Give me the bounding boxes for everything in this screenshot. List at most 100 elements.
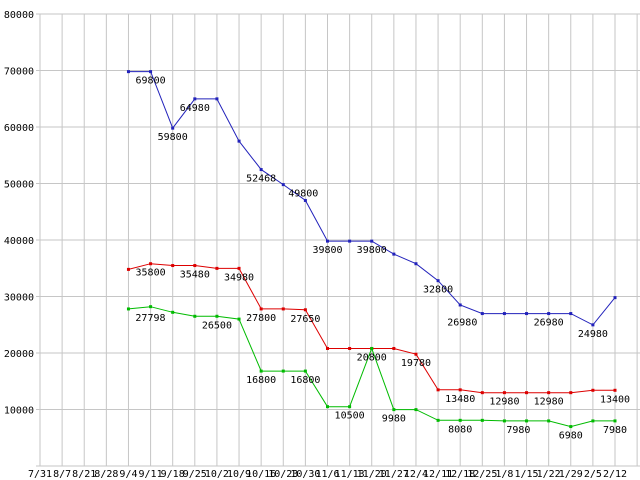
x-axis-tick-label: 11/13 (335, 469, 365, 480)
data-label: 64980 (180, 103, 210, 114)
x-axis-tick-label: 1/8 (495, 469, 513, 480)
price-series-blue-point (193, 97, 197, 101)
data-label: 16800 (290, 375, 320, 386)
price-series-red-point (436, 388, 440, 392)
y-axis-tick-label: 40000 (4, 236, 34, 247)
x-axis-tick-label: 9/4 (119, 469, 137, 480)
y-axis-tick-label: 50000 (4, 180, 34, 191)
y-axis-tick-label: 10000 (4, 406, 34, 417)
price-series-red-point (547, 391, 551, 395)
price-series-green-point (259, 369, 263, 373)
x-axis-tick-label: 1/22 (537, 469, 561, 480)
x-axis-tick-label: 10/9 (227, 469, 251, 480)
data-label: 24980 (578, 329, 608, 340)
price-series-red-point (392, 346, 396, 350)
price-series-red-point (281, 307, 285, 311)
price-series-blue-point (569, 312, 573, 316)
y-axis-tick-label: 20000 (4, 349, 34, 360)
price-series-red-point (613, 388, 617, 392)
data-label: 12980 (489, 397, 519, 408)
price-series-red-point (414, 352, 418, 356)
price-series-green-point (348, 405, 352, 409)
price-series-blue-point (613, 296, 617, 300)
price-series-green-point (414, 408, 418, 412)
data-label: 34980 (224, 272, 254, 283)
data-label: 26980 (447, 318, 477, 329)
x-axis-tick-label: 12/4 (404, 469, 428, 480)
data-label: 27798 (135, 313, 165, 324)
data-label: 8080 (448, 424, 472, 435)
data-label: 19780 (401, 358, 431, 369)
data-label: 32800 (423, 285, 453, 296)
price-series-blue-point (126, 70, 130, 74)
data-label: 69800 (136, 76, 166, 87)
y-axis-tick-label: 80000 (4, 10, 34, 21)
price-series-green-point (237, 317, 241, 321)
price-series-red-point (480, 391, 484, 395)
price-series-red-point (569, 391, 573, 395)
price-series-blue-point (149, 70, 153, 74)
price-series-green-point (281, 369, 285, 373)
price-series-red-point (591, 388, 595, 392)
x-axis-tick-label: 12/18 (445, 469, 475, 480)
data-label: 16800 (246, 375, 276, 386)
price-series-blue-point (480, 312, 484, 316)
x-axis-tick-label: 2/5 (584, 469, 602, 480)
y-axis-tick-label: 30000 (4, 293, 34, 304)
price-series-red-point (502, 391, 506, 395)
price-series-red-point (149, 262, 153, 266)
price-series-blue-point (458, 303, 462, 307)
price-series-blue-point (171, 126, 175, 130)
data-label: 35480 (180, 270, 210, 281)
data-label: 26500 (202, 320, 232, 331)
x-axis-tick-label: 9/25 (183, 469, 207, 480)
data-label: 7980 (603, 425, 627, 436)
x-axis-tick-label: 2/12 (603, 469, 627, 480)
data-label: 49800 (288, 189, 318, 200)
price-series-blue-point (436, 279, 440, 283)
x-axis-tick-label: 10/30 (290, 469, 320, 480)
price-series-green-point (547, 419, 551, 423)
price-series-blue-point (348, 239, 352, 243)
data-label: 27800 (246, 313, 276, 324)
data-label: 13400 (600, 394, 630, 405)
x-axis-tick-label: 8/21 (72, 469, 96, 480)
price-series-green-point (193, 314, 197, 318)
price-series-red-point (348, 346, 352, 350)
price-series-green-point (613, 419, 617, 423)
x-axis-tick-label: 8/28 (94, 469, 118, 480)
y-axis-tick-label: 70000 (4, 67, 34, 78)
price-series-red-point (303, 308, 307, 312)
price-series-red-point (458, 388, 462, 392)
price-series-blue-point (414, 262, 418, 266)
price-series-red-point (126, 267, 130, 271)
price-series-blue-point (326, 239, 329, 243)
price-series-green-point (370, 346, 374, 350)
price-series-green-point (126, 307, 130, 311)
price-series-green-point (480, 418, 484, 422)
data-label: 39800 (357, 245, 387, 256)
data-label: 26980 (534, 318, 564, 329)
price-series-blue-point (259, 168, 263, 172)
price-series-blue-point (525, 312, 529, 316)
price-series-green-point (591, 419, 595, 423)
price-series-blue-point (303, 198, 307, 202)
price-series-green-point (525, 419, 529, 423)
x-axis-tick-label: 11/20 (357, 469, 387, 480)
price-series-green-point (392, 408, 396, 412)
data-label: 27650 (290, 314, 320, 325)
price-series-green-point (502, 419, 506, 423)
price-series-blue-point (215, 97, 219, 101)
x-axis-tick-label: 10/2 (205, 469, 229, 480)
x-axis-tick-label: 9/18 (161, 469, 185, 480)
price-series-green-point (149, 305, 153, 309)
price-series-red-point (193, 264, 197, 268)
y-axis-tick-label: 60000 (4, 123, 34, 134)
x-axis-tick-label: 10/16 (246, 469, 276, 480)
price-series-green-point (303, 369, 307, 373)
price-series-blue-point (281, 183, 285, 187)
x-axis-tick-label: 1/29 (559, 469, 583, 480)
x-axis-tick-label: 12/25 (467, 469, 497, 480)
data-label: 7980 (506, 425, 530, 436)
